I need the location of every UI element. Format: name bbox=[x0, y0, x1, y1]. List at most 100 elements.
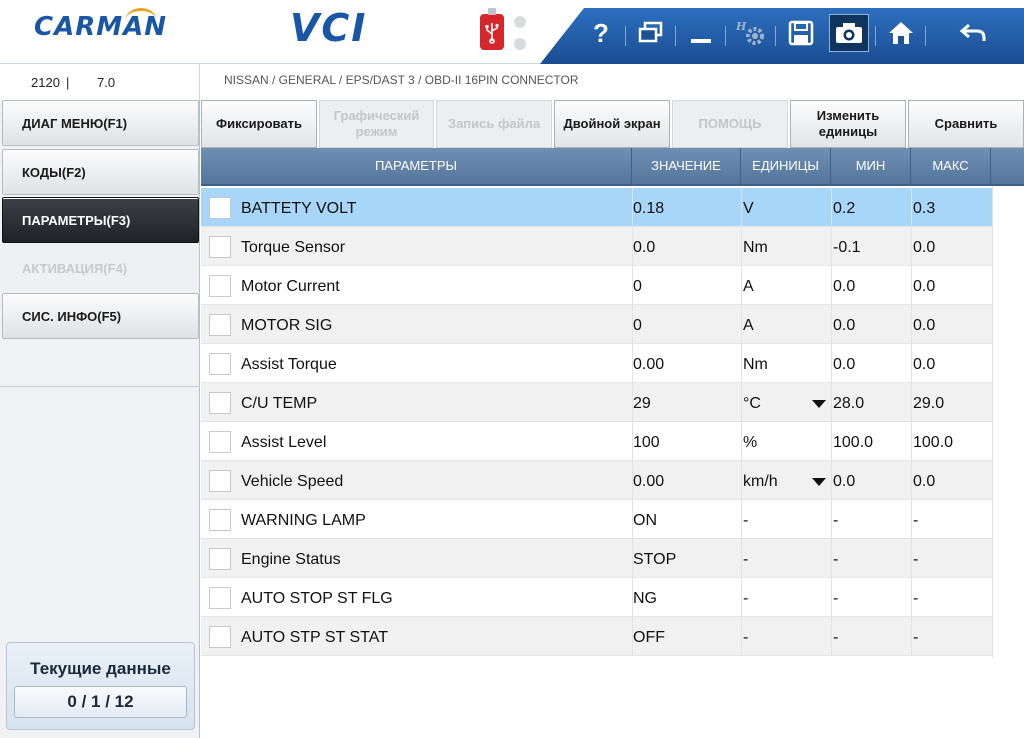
row-checkbox[interactable] bbox=[209, 470, 231, 492]
cell-unit: km/h bbox=[743, 473, 778, 490]
row-checkbox[interactable] bbox=[209, 314, 231, 336]
column-divider bbox=[632, 539, 633, 578]
table-row[interactable]: Assist Level 100% 100.0 100.0 bbox=[201, 422, 992, 461]
cell-min: - bbox=[833, 512, 839, 529]
sidebar-item-activation: АКТИВАЦИЯ(F4) bbox=[2, 245, 199, 291]
cell-name: BATTETY VOLT bbox=[241, 200, 357, 217]
cell-unit: °C bbox=[743, 395, 761, 412]
app-header: CARMAN VCI ? H bbox=[0, 0, 1024, 64]
window-icon[interactable] bbox=[631, 14, 671, 52]
column-divider bbox=[911, 188, 912, 227]
sidebar-item-diag-menu[interactable]: ДИАГ МЕНЮ(F1) bbox=[2, 100, 199, 146]
column-header-max[interactable]: МАКС bbox=[911, 148, 991, 184]
minimize-icon[interactable] bbox=[681, 14, 721, 52]
column-divider bbox=[741, 500, 742, 539]
row-checkbox[interactable] bbox=[209, 392, 231, 414]
cell-value: 29 bbox=[633, 395, 651, 412]
camera-icon[interactable] bbox=[829, 14, 869, 52]
status-dot bbox=[514, 38, 526, 50]
cell-value: 0 bbox=[633, 317, 642, 334]
row-checkbox[interactable] bbox=[209, 353, 231, 375]
settings-icon[interactable]: H bbox=[731, 14, 771, 52]
cell-unit: - bbox=[743, 512, 749, 529]
svg-text:H: H bbox=[735, 20, 747, 33]
cell-unit: A bbox=[743, 278, 754, 295]
column-divider bbox=[741, 539, 742, 578]
table-row[interactable]: Engine Status STOP - - - bbox=[201, 539, 992, 578]
row-checkbox[interactable] bbox=[209, 587, 231, 609]
sidebar-item-codes[interactable]: КОДЫ(F2) bbox=[2, 149, 199, 195]
cell-max: 0.0 bbox=[913, 278, 936, 295]
cell-unit: - bbox=[743, 629, 749, 646]
table-row[interactable]: Torque Sensor 0.0 Nm -0.1 0.0 bbox=[201, 227, 992, 266]
cell-value: STOP bbox=[633, 551, 677, 568]
save-icon[interactable] bbox=[781, 14, 821, 52]
column-divider bbox=[632, 383, 633, 422]
row-checkbox[interactable] bbox=[209, 548, 231, 570]
unit-dropdown-icon[interactable] bbox=[812, 478, 826, 486]
vehicle-info: 2120 | 7.0 bbox=[0, 64, 200, 100]
help-icon[interactable]: ? bbox=[593, 17, 609, 48]
cell-min: - bbox=[833, 551, 839, 568]
column-divider bbox=[632, 188, 633, 227]
table-row[interactable]: BATTETY VOLT 0.18 V 0.2 0.3 bbox=[201, 188, 992, 227]
cell-max: - bbox=[913, 512, 919, 529]
column-divider bbox=[911, 227, 912, 266]
info-code: 2120 bbox=[31, 75, 60, 90]
row-checkbox[interactable] bbox=[209, 431, 231, 453]
table-row[interactable]: MOTOR SIG 0 A 0.0 0.0 bbox=[201, 305, 992, 344]
table-scroll-area bbox=[992, 186, 1024, 658]
back-icon[interactable] bbox=[953, 14, 993, 52]
column-divider bbox=[741, 227, 742, 266]
cell-name: Assist Torque bbox=[241, 356, 337, 373]
freeze-button[interactable]: Фиксировать bbox=[201, 100, 317, 148]
change-units-button[interactable]: Изменить единицы bbox=[790, 100, 906, 148]
column-header-units[interactable]: ЕДИНИЦЫ bbox=[741, 148, 831, 184]
cell-max: 0.0 bbox=[913, 356, 936, 373]
column-divider bbox=[741, 578, 742, 617]
row-checkbox[interactable] bbox=[209, 197, 231, 219]
cell-min: 0.0 bbox=[833, 356, 856, 373]
column-divider bbox=[911, 500, 912, 539]
cell-name: WARNING LAMP bbox=[241, 512, 366, 529]
row-checkbox[interactable] bbox=[209, 275, 231, 297]
table-row[interactable]: Motor Current 0 A 0.0 0.0 bbox=[201, 266, 992, 305]
home-icon[interactable] bbox=[881, 14, 921, 52]
toolbar bbox=[540, 8, 1024, 64]
table-row[interactable]: AUTO STOP ST FLG NG - - - bbox=[201, 578, 992, 617]
info-separator: | bbox=[66, 75, 70, 90]
row-checkbox[interactable] bbox=[209, 236, 231, 258]
cell-value: 0.0 bbox=[633, 239, 656, 256]
table-row[interactable]: AUTO STP ST STAT OFF - - - bbox=[201, 617, 992, 656]
table-row[interactable]: Assist Torque 0.00 Nm 0.0 0.0 bbox=[201, 344, 992, 383]
column-header-value[interactable]: ЗНАЧЕНИЕ bbox=[632, 148, 741, 184]
table-row[interactable]: WARNING LAMP ON - - - bbox=[201, 500, 992, 539]
column-divider bbox=[911, 578, 912, 617]
dual-screen-button[interactable]: Двойной экран bbox=[554, 100, 670, 148]
unit-dropdown-icon[interactable] bbox=[812, 400, 826, 408]
table-row[interactable]: C/U TEMP 29 °C 28.0 29.0 bbox=[201, 383, 992, 422]
table-header: ПАРАМЕТРЫ ЗНАЧЕНИЕ ЕДИНИЦЫ МИН МАКС bbox=[201, 148, 1024, 186]
cell-max: 100.0 bbox=[913, 434, 954, 451]
sidebar-item-parameters[interactable]: ПАРАМЕТРЫ(F3) bbox=[2, 197, 199, 243]
cell-min: 0.2 bbox=[833, 200, 856, 217]
compare-button[interactable]: Сравнить bbox=[908, 100, 1024, 148]
column-divider bbox=[632, 617, 633, 656]
cell-value: OFF bbox=[633, 629, 665, 646]
row-checkbox[interactable] bbox=[209, 509, 231, 531]
table-row[interactable]: Vehicle Speed 0.00 km/h 0.0 0.0 bbox=[201, 461, 992, 500]
column-header-parameters[interactable]: ПАРАМЕТРЫ bbox=[201, 148, 632, 184]
cell-unit: Nm bbox=[743, 239, 768, 256]
column-divider bbox=[831, 500, 832, 539]
cell-unit: V bbox=[743, 200, 754, 217]
sidebar-item-sys-info[interactable]: СИС. ИНФО(F5) bbox=[2, 293, 199, 339]
column-divider bbox=[831, 422, 832, 461]
row-checkbox[interactable] bbox=[209, 626, 231, 648]
cell-max: - bbox=[913, 629, 919, 646]
column-divider bbox=[831, 461, 832, 500]
current-data-counter: 0 / 1 / 12 bbox=[14, 686, 187, 718]
app-title: VCI bbox=[290, 6, 368, 50]
cell-name: Vehicle Speed bbox=[241, 473, 344, 490]
column-divider bbox=[741, 344, 742, 383]
column-header-min[interactable]: МИН bbox=[831, 148, 911, 184]
